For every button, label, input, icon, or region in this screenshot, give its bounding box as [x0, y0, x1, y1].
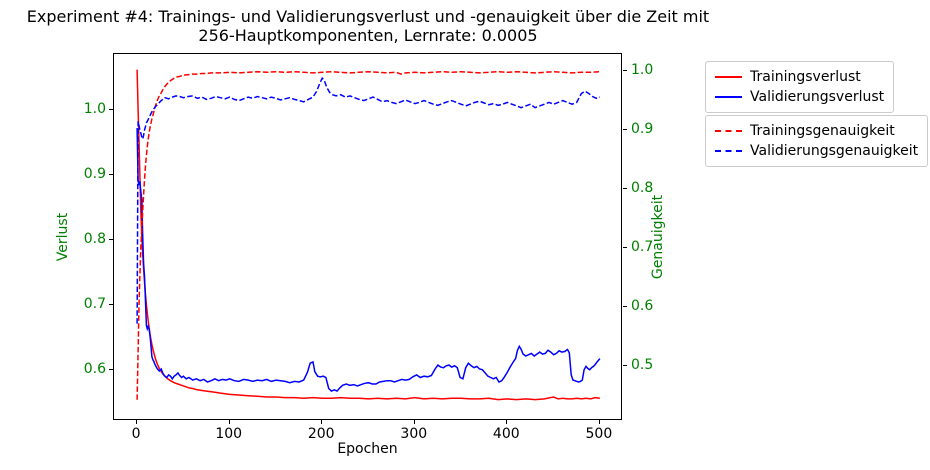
x-tick-mark: [598, 420, 600, 424]
x-tick-label: 500: [585, 426, 613, 442]
left-tick-label: 0.9: [83, 165, 106, 182]
x-tick-mark: [413, 420, 415, 424]
left-tick-label: 0.6: [83, 360, 106, 377]
chart-title-line1: Experiment #4: Trainings- und Validierun…: [26, 7, 710, 26]
legend-accuracy: Trainingsgenauigkeit Validierungsgenauigk…: [705, 115, 929, 167]
x-tick-label: 400: [492, 426, 520, 442]
left-tick-mark: [109, 368, 113, 370]
x-tick-mark: [321, 420, 323, 424]
left-tick-label: 1.0: [83, 100, 106, 117]
legend-item-trainingsgenauigkeit: Trainingsgenauigkeit: [715, 121, 918, 141]
right-tick-label: 0.9: [631, 121, 654, 138]
x-tick-label: 100: [215, 426, 243, 442]
legend-label: Validierungsgenauigkeit: [750, 143, 919, 159]
trainingsgenauigkeit-curve: [136, 70, 600, 400]
right-tick-mark: [623, 188, 627, 190]
legend-item-trainingsverlust: Trainingsverlust: [715, 67, 884, 87]
x-tick-label: 0: [131, 426, 141, 442]
x-tick-mark: [506, 420, 508, 424]
right-tick-mark: [623, 247, 627, 249]
y-axis-label-left: Verlust: [55, 212, 71, 262]
solid-line-sample-icon: [715, 76, 742, 78]
right-tick-label: 0.6: [631, 298, 654, 315]
dashed-line-sample-icon: [715, 150, 742, 152]
left-tick-label: 0.7: [83, 295, 106, 312]
x-axis-label: Epochen: [337, 441, 398, 457]
legend-label: Trainingsgenauigkeit: [750, 123, 895, 139]
right-tick-label: 0.5: [631, 357, 654, 374]
left-tick-mark: [109, 238, 113, 240]
chart-title: Experiment #4: Trainings- und Validierun…: [0, 7, 736, 45]
left-tick-label: 0.8: [83, 230, 106, 247]
right-tick-label: 1.0: [631, 62, 654, 79]
legend-label: Validierungsverlust: [750, 89, 885, 105]
left-tick-mark: [109, 173, 113, 175]
legend-item-validierungsverlust: Validierungsverlust: [715, 87, 884, 107]
solid-line-sample-icon: [715, 96, 742, 98]
x-tick-mark: [136, 420, 138, 424]
trainingsverlust-curve: [136, 69, 601, 401]
plot-area: [113, 53, 622, 420]
legend-item-validierungsgenauigkeit: Validierungsgenauigkeit: [715, 141, 918, 161]
x-tick-label: 300: [400, 426, 428, 442]
x-tick-mark: [228, 420, 230, 424]
left-tick-mark: [109, 108, 113, 110]
validierungsverlust-curve: [136, 127, 601, 393]
plot-canvas: [136, 69, 601, 401]
chart-title-line2: 256-Hauptkomponenten, Lernrate: 0.0005: [198, 26, 538, 45]
left-tick-mark: [109, 303, 113, 305]
right-tick-label: 0.8: [631, 180, 654, 197]
legend-loss: Trainingsverlust Validierungsverlust: [705, 61, 895, 113]
right-tick-label: 0.7: [631, 239, 654, 256]
right-tick-mark: [623, 129, 627, 131]
right-tick-mark: [623, 70, 627, 72]
y-axis-label-right: Genauigkeit: [650, 194, 666, 280]
x-tick-label: 200: [307, 426, 335, 442]
legend-label: Trainingsverlust: [750, 69, 861, 85]
dashed-line-sample-icon: [715, 130, 742, 132]
right-tick-mark: [623, 306, 627, 308]
validierungsgenauigkeit-curve: [136, 76, 601, 324]
right-tick-mark: [623, 365, 627, 367]
